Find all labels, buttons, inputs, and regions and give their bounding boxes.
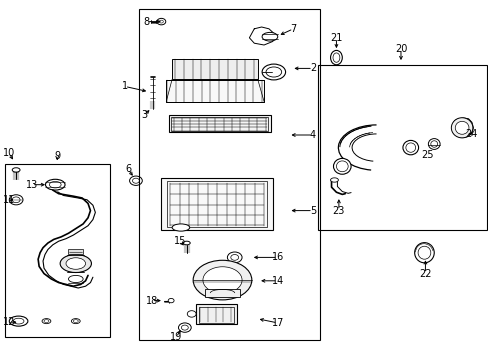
Ellipse shape — [159, 20, 163, 23]
Text: 13: 13 — [25, 180, 38, 190]
Ellipse shape — [12, 197, 20, 203]
Ellipse shape — [157, 18, 165, 25]
Text: 17: 17 — [271, 318, 284, 328]
Text: 15: 15 — [173, 236, 186, 246]
Ellipse shape — [187, 311, 196, 317]
Ellipse shape — [262, 64, 285, 80]
Ellipse shape — [330, 178, 338, 182]
Text: 25: 25 — [421, 150, 433, 160]
Bar — [195, 304, 237, 324]
Bar — [167, 181, 267, 227]
Ellipse shape — [203, 267, 242, 293]
Text: 19: 19 — [169, 332, 182, 342]
Text: 11: 11 — [2, 195, 15, 205]
Ellipse shape — [172, 224, 189, 231]
Bar — [205, 289, 239, 297]
Ellipse shape — [44, 320, 49, 323]
Text: 12: 12 — [2, 317, 15, 327]
Ellipse shape — [262, 32, 277, 41]
Bar — [168, 115, 271, 132]
Ellipse shape — [168, 298, 174, 303]
Bar — [161, 178, 272, 230]
Ellipse shape — [193, 260, 251, 300]
Text: 22: 22 — [418, 269, 431, 279]
Text: 3: 3 — [141, 110, 147, 120]
Ellipse shape — [42, 319, 51, 324]
Ellipse shape — [12, 168, 20, 172]
Ellipse shape — [430, 141, 437, 147]
Ellipse shape — [132, 178, 139, 183]
Ellipse shape — [9, 195, 23, 205]
Text: 24: 24 — [465, 129, 477, 139]
Ellipse shape — [417, 246, 430, 259]
Ellipse shape — [13, 318, 24, 324]
Ellipse shape — [450, 118, 472, 138]
Text: 14: 14 — [271, 276, 284, 286]
Text: 10: 10 — [2, 148, 15, 158]
Ellipse shape — [332, 53, 339, 62]
Text: 5: 5 — [309, 206, 315, 216]
Ellipse shape — [414, 243, 433, 263]
Ellipse shape — [265, 67, 281, 77]
Ellipse shape — [454, 121, 468, 134]
Ellipse shape — [227, 252, 242, 263]
Bar — [171, 117, 267, 131]
Ellipse shape — [60, 255, 91, 273]
Bar — [198, 307, 233, 323]
Bar — [172, 59, 257, 79]
Ellipse shape — [330, 50, 342, 65]
Ellipse shape — [181, 325, 188, 330]
Text: 9: 9 — [54, 150, 60, 161]
Ellipse shape — [405, 143, 415, 152]
Text: 2: 2 — [309, 63, 315, 73]
Text: 20: 20 — [394, 44, 407, 54]
Ellipse shape — [402, 140, 418, 155]
Ellipse shape — [178, 323, 191, 332]
Text: 4: 4 — [309, 130, 315, 140]
Ellipse shape — [230, 255, 238, 260]
Ellipse shape — [427, 139, 439, 149]
Ellipse shape — [183, 241, 190, 245]
Text: 16: 16 — [271, 252, 284, 262]
Ellipse shape — [9, 316, 28, 326]
Ellipse shape — [45, 179, 65, 190]
Text: 6: 6 — [125, 164, 131, 174]
Ellipse shape — [336, 161, 347, 172]
Text: 23: 23 — [332, 206, 345, 216]
Ellipse shape — [333, 158, 350, 174]
Ellipse shape — [71, 319, 80, 324]
Text: 18: 18 — [145, 296, 158, 306]
Ellipse shape — [68, 275, 83, 283]
Text: 1: 1 — [122, 81, 127, 91]
Text: 7: 7 — [290, 24, 296, 34]
Bar — [317, 65, 486, 230]
Text: 21: 21 — [329, 33, 342, 43]
Bar — [166, 80, 264, 102]
Bar — [139, 9, 320, 340]
Bar — [5, 164, 110, 337]
Ellipse shape — [129, 176, 142, 185]
Text: 8: 8 — [143, 17, 149, 27]
Ellipse shape — [66, 258, 85, 269]
Ellipse shape — [49, 181, 61, 188]
Ellipse shape — [73, 320, 78, 323]
Bar — [68, 249, 83, 254]
